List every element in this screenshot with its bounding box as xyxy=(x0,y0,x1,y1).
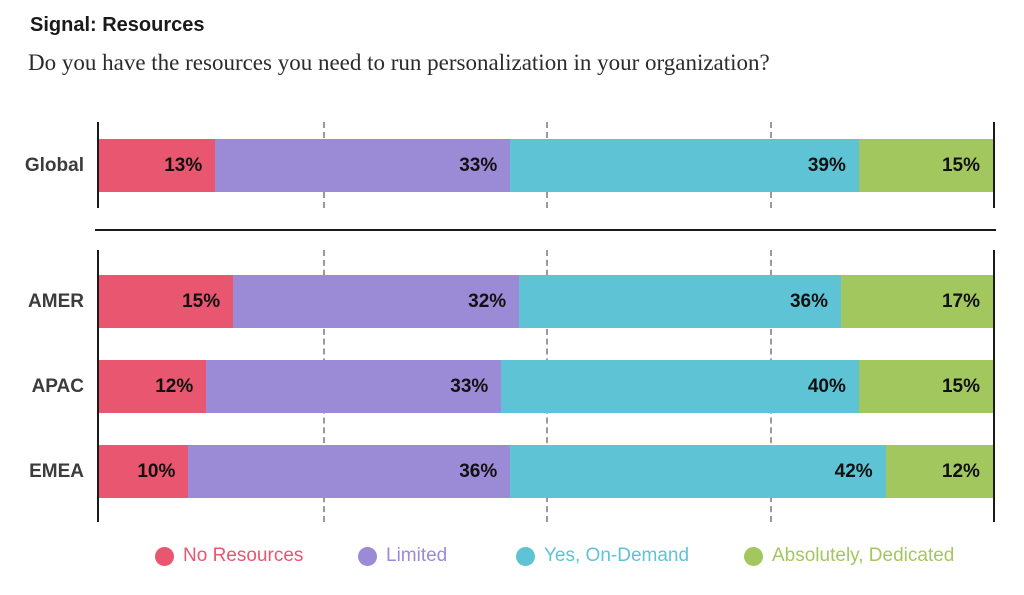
legend-dot-icon xyxy=(516,546,535,566)
row-label-amer: AMER xyxy=(28,291,84,312)
segment-value-label: 13% xyxy=(164,154,203,176)
chart-section-global: 13% 33% 39% 15% xyxy=(97,122,995,208)
legend-dot-icon xyxy=(155,546,174,566)
segment-value-label: 15% xyxy=(182,290,221,312)
chart-section-regions: 15% 32% 36% 17% 12% 33% 40% 15% 10% 36% xyxy=(97,250,995,522)
stacked-bar-apac: 12% 33% 40% 15% xyxy=(99,360,993,413)
segment-value-label: 33% xyxy=(459,154,498,176)
segment-value-label: 36% xyxy=(459,460,498,482)
segment-value-label: 15% xyxy=(941,154,980,176)
segment-amer-yes-on-demand: 36% xyxy=(519,275,841,328)
segment-amer-no-resources: 15% xyxy=(99,275,234,328)
segment-emea-limited: 36% xyxy=(188,445,511,498)
legend-label: Yes, On-Demand xyxy=(544,545,690,566)
legend-dot-icon xyxy=(744,546,763,566)
legend-label: Absolutely, Dedicated xyxy=(772,545,955,566)
row-label-apac: APAC xyxy=(31,376,84,397)
segment-value-label: 10% xyxy=(137,460,176,482)
segment-global-absolutely-dedicated: 15% xyxy=(858,139,993,192)
section-separator-line xyxy=(95,229,996,231)
page-title: Signal: Resources xyxy=(30,14,205,36)
legend-label: No Resources xyxy=(183,545,304,566)
segment-value-label: 32% xyxy=(468,290,507,312)
segment-emea-yes-on-demand: 42% xyxy=(510,445,886,498)
legend-dot-icon xyxy=(358,546,377,566)
segment-value-label: 33% xyxy=(450,375,489,397)
segment-emea-no-resources: 10% xyxy=(99,445,189,498)
segment-value-label: 40% xyxy=(807,375,846,397)
segment-value-label: 15% xyxy=(941,375,980,397)
segment-global-limited: 33% xyxy=(215,139,511,192)
segment-value-label: 42% xyxy=(834,460,873,482)
stacked-bar-amer: 15% 32% 36% 17% xyxy=(99,275,993,328)
legend-item-absolutely-dedicated: Absolutely, Dedicated xyxy=(744,545,954,567)
segment-amer-limited: 32% xyxy=(233,275,520,328)
stacked-bar-emea: 10% 36% 42% 12% xyxy=(99,445,993,498)
legend-label: Limited xyxy=(386,545,448,566)
legend-item-limited: Limited xyxy=(358,545,447,567)
segment-apac-no-resources: 12% xyxy=(99,360,207,413)
segment-global-no-resources: 13% xyxy=(99,139,216,192)
segment-apac-limited: 33% xyxy=(206,360,502,413)
legend-item-no-resources: No Resources xyxy=(155,545,303,567)
segment-apac-yes-on-demand: 40% xyxy=(501,360,859,413)
legend-item-yes-on-demand: Yes, On-Demand xyxy=(516,545,689,567)
survey-question: Do you have the resources you need to ru… xyxy=(28,50,770,75)
row-label-global: Global xyxy=(24,155,84,176)
segment-emea-absolutely-dedicated: 12% xyxy=(885,445,993,498)
segment-value-label: 12% xyxy=(941,460,980,482)
segment-value-label: 17% xyxy=(941,290,980,312)
segment-value-label: 36% xyxy=(789,290,828,312)
segment-amer-absolutely-dedicated: 17% xyxy=(841,275,993,328)
row-label-emea: EMEA xyxy=(29,461,84,482)
segment-value-label: 12% xyxy=(155,375,194,397)
segment-value-label: 39% xyxy=(807,154,846,176)
stacked-bar-global: 13% 33% 39% 15% xyxy=(99,139,993,192)
segment-apac-absolutely-dedicated: 15% xyxy=(858,360,993,413)
segment-global-yes-on-demand: 39% xyxy=(510,139,859,192)
